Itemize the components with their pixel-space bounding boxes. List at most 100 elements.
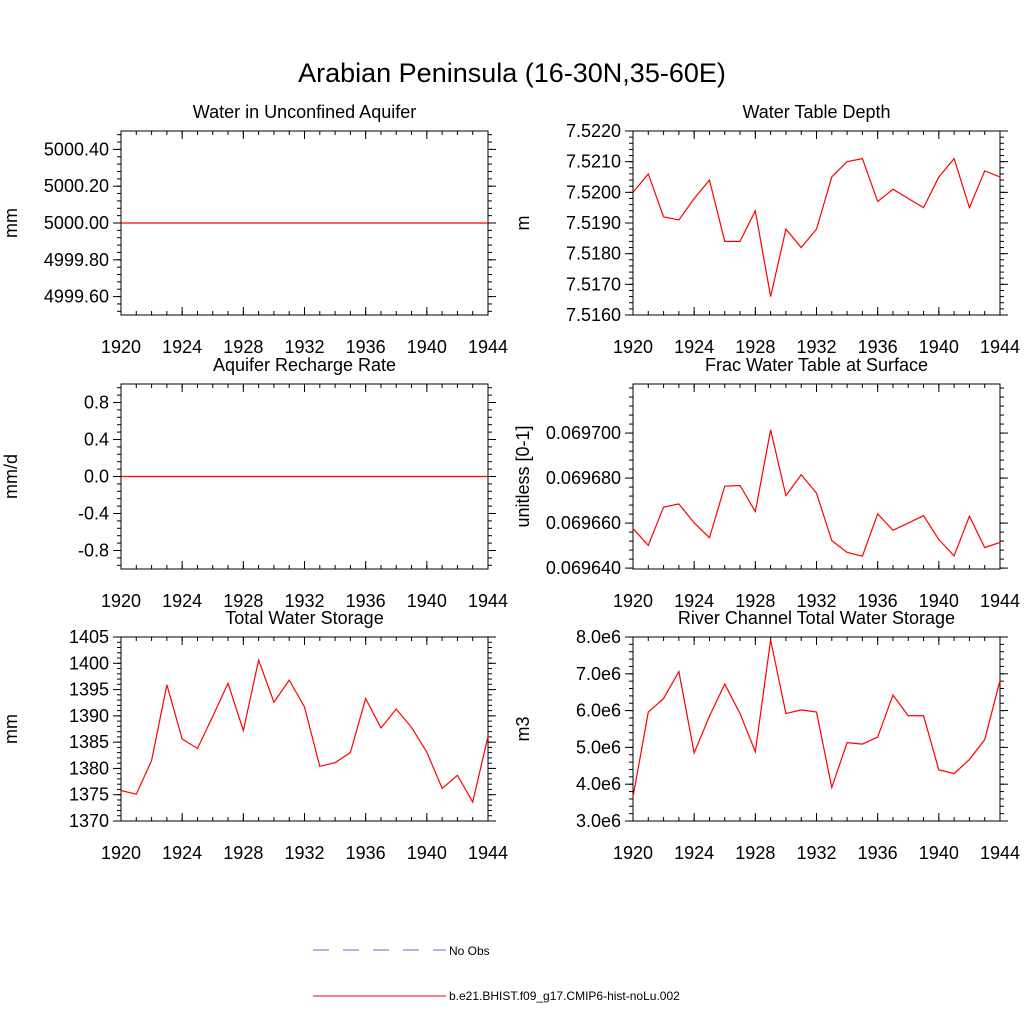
x-tick-label: 1932	[284, 843, 324, 863]
y-tick-label: 0.4	[84, 430, 109, 450]
x-tick-label: 1944	[468, 843, 508, 863]
y-tick-label: 0.069660	[546, 513, 621, 533]
x-tick-label: 1924	[674, 843, 714, 863]
panel-3: Aquifer Recharge Rate mm/d 1920 1924 1928 193…	[1, 355, 508, 611]
y-tick-label: 5000.00	[44, 213, 109, 233]
panel-title: River Channel Total Water Storage	[678, 608, 955, 628]
x-tick-label: 1928	[223, 337, 263, 357]
y-tick-label: 5000.20	[44, 176, 109, 196]
y-tick-label: 7.5190	[566, 213, 621, 233]
legend: No Obs b.e21.BHIST.f09_g17.CMIP6-hist-no…	[313, 944, 680, 1003]
y-tick-label: 7.5180	[566, 244, 621, 264]
y-tick-label: 3.0e6	[576, 811, 621, 831]
series-line	[632, 157, 1001, 297]
x-tick-label: 1920	[613, 337, 653, 357]
panel-6: River Channel Total Water Storage m3 1920 1…	[513, 608, 1020, 863]
x-tick-label: 1940	[407, 843, 447, 863]
plot-frame	[632, 636, 1001, 822]
x-tick-label: 1940	[407, 337, 447, 357]
y-tick-label: 0.8	[84, 393, 109, 413]
x-tick-label: 1920	[101, 843, 141, 863]
x-tick-label: 1944	[980, 337, 1020, 357]
x-tick-label: 1940	[407, 591, 447, 611]
y-axis-label: mm	[1, 714, 21, 744]
x-tick-label: 1928	[735, 337, 775, 357]
y-tick-label: 7.5210	[566, 152, 621, 172]
panel-title: Aquifer Recharge Rate	[213, 355, 396, 375]
y-tick-label: 6.0e6	[576, 701, 621, 721]
y-axis-label: m3	[513, 716, 533, 741]
panel-5: Total Water Storage mm 1920 1924 1928 1932 193…	[1, 608, 508, 863]
x-tick-label: 1928	[223, 843, 263, 863]
y-tick-label: 7.5220	[566, 121, 621, 141]
y-axis-label: m	[513, 216, 533, 231]
x-tick-label: 1936	[346, 591, 386, 611]
figure-title: Arabian Peninsula (16-30N,35-60E)	[298, 58, 726, 88]
x-tick-label: 1924	[674, 591, 714, 611]
x-tick-label: 1924	[162, 843, 202, 863]
y-tick-label: 0.069680	[546, 468, 621, 488]
y-tick-label: 1385	[69, 732, 109, 752]
series-line	[120, 657, 489, 804]
legend-label-no-obs: No Obs	[449, 944, 490, 958]
y-tick-label: 1375	[69, 785, 109, 805]
plot-frame	[120, 636, 489, 822]
x-tick-label: 1936	[858, 591, 898, 611]
x-tick-label: 1920	[613, 591, 653, 611]
x-tick-label: 1940	[919, 337, 959, 357]
series-line	[632, 429, 1001, 558]
y-tick-label: 1395	[69, 680, 109, 700]
x-tick-label: 1936	[858, 843, 898, 863]
x-tick-label: 1920	[613, 843, 653, 863]
series-line	[632, 639, 1001, 798]
y-tick-label: 8.0e6	[576, 627, 621, 647]
x-tick-label: 1940	[919, 591, 959, 611]
y-tick-label: 0.0	[84, 467, 109, 487]
panel-title: Frac Water Table at Surface	[705, 355, 928, 375]
x-tick-label: 1928	[735, 591, 775, 611]
panel-title: Water Table Depth	[742, 102, 890, 122]
panel-4: Frac Water Table at Surface unitless [0-1…	[513, 355, 1020, 611]
x-tick-label: 1932	[284, 591, 324, 611]
y-tick-label: 7.5170	[566, 274, 621, 294]
y-tick-label: 4999.80	[44, 250, 109, 270]
panels: Water in Unconfined Aquifer mm 1920 1924 192…	[1, 102, 1020, 863]
x-tick-label: 1928	[223, 591, 263, 611]
y-tick-label: 7.0e6	[576, 664, 621, 684]
y-tick-label: 0.069700	[546, 423, 621, 443]
y-tick-label: 5.0e6	[576, 737, 621, 757]
x-tick-label: 1944	[980, 843, 1020, 863]
y-axis-label: unitless [0-1]	[513, 425, 533, 527]
y-tick-label: 1400	[69, 653, 109, 673]
y-tick-label: 7.5160	[566, 305, 621, 325]
x-tick-label: 1940	[919, 843, 959, 863]
y-tick-label: 1405	[69, 627, 109, 647]
x-tick-label: 1936	[858, 337, 898, 357]
plot-frame	[632, 130, 1001, 316]
x-tick-label: 1924	[674, 337, 714, 357]
x-tick-label: 1924	[162, 337, 202, 357]
y-tick-label: 7.5200	[566, 182, 621, 202]
panel-title: Water in Unconfined Aquifer	[193, 102, 416, 122]
x-tick-label: 1944	[980, 591, 1020, 611]
x-tick-label: 1936	[346, 337, 386, 357]
x-tick-label: 1932	[796, 843, 836, 863]
y-axis-label: mm	[1, 208, 21, 238]
y-axis-label: mm/d	[1, 454, 21, 499]
y-tick-label: 1370	[69, 811, 109, 831]
panel-2: Water Table Depth m 1920 1924 1928 1932 1936 19…	[513, 102, 1020, 357]
plot-frame	[632, 383, 1001, 570]
x-tick-label: 1932	[796, 591, 836, 611]
x-tick-label: 1944	[468, 591, 508, 611]
x-tick-label: 1936	[346, 843, 386, 863]
y-tick-label: 0.069640	[546, 558, 621, 578]
y-tick-label: 4999.60	[44, 287, 109, 307]
x-tick-label: 1932	[796, 337, 836, 357]
y-tick-label: 1380	[69, 758, 109, 778]
x-tick-label: 1944	[468, 337, 508, 357]
y-tick-label: -0.4	[78, 504, 109, 524]
x-tick-label: 1928	[735, 843, 775, 863]
y-tick-label: 5000.40	[44, 139, 109, 159]
y-tick-label: -0.8	[78, 541, 109, 561]
